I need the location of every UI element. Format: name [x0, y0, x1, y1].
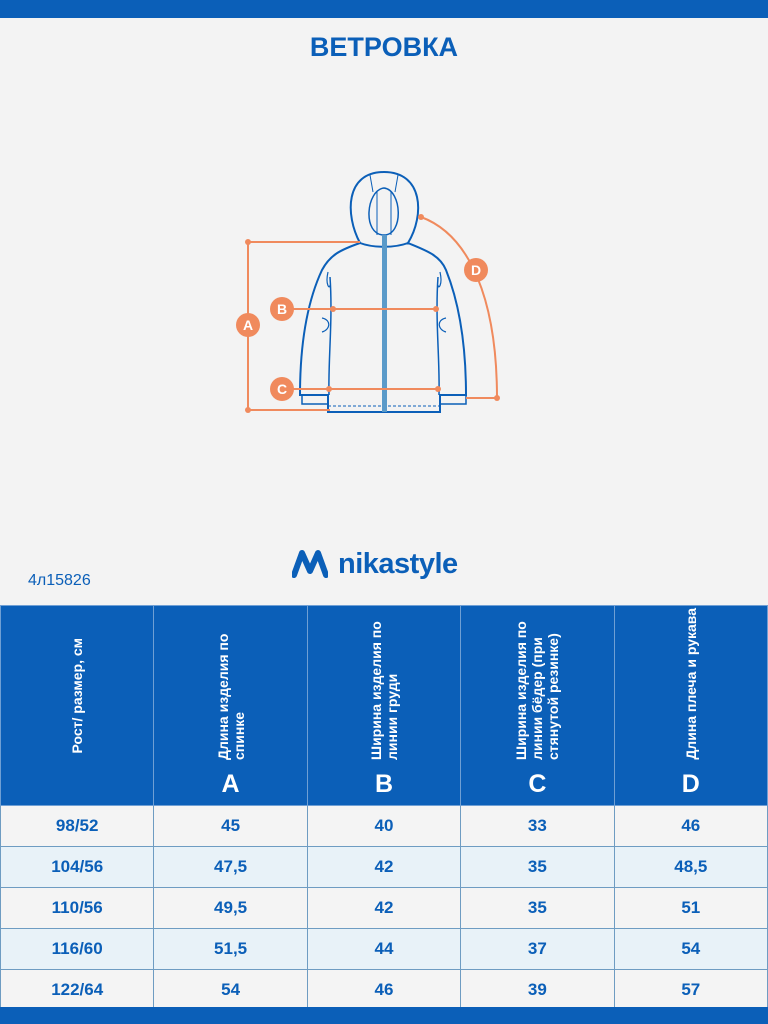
label-c: C: [277, 381, 287, 397]
table-cell: 51,5: [153, 928, 308, 970]
table-cell: 51: [613, 887, 768, 929]
table-cell: 57: [613, 969, 768, 1011]
zipper: [382, 235, 387, 412]
table-cell: 54: [153, 969, 308, 1011]
table-cell: 39: [460, 969, 615, 1011]
jacket-diagram: A B C D: [236, 170, 500, 413]
brand-logo: nikastyle: [292, 548, 458, 581]
table-cell: 37: [460, 928, 615, 970]
brand-name: nikastyle: [338, 548, 458, 580]
table-cell: 49,5: [153, 887, 308, 929]
header-a: Длина изделия по спинке A: [153, 605, 308, 806]
table-row: 104/56 47,5 42 35 48,5: [0, 846, 768, 888]
table-cell: 35: [460, 887, 615, 929]
table-row: 116/60 51,5 44 37 54: [0, 928, 768, 970]
table-cell: 48,5: [613, 846, 768, 888]
marker-d: [464, 258, 488, 282]
nikastyle-logo-icon: [292, 549, 328, 578]
table-header-row: Рост/ размер, см Длина изделия по спинке…: [0, 605, 768, 806]
table-cell: 116/60: [0, 928, 155, 970]
size-table: Рост/ размер, см Длина изделия по спинке…: [0, 605, 768, 1011]
label-a: A: [243, 317, 253, 333]
table-cell: 98/52: [0, 805, 155, 847]
header-d: Длина плеча и рукава D: [613, 605, 768, 806]
table-row: 98/52 45 40 33 46: [0, 805, 768, 847]
header-c: Ширина изделия по линии бёдер (при стяну…: [460, 605, 615, 806]
table-cell: 110/56: [0, 887, 155, 929]
table-cell: 54: [613, 928, 768, 970]
table-cell: 46: [306, 969, 462, 1011]
bottom-bar: [0, 1007, 768, 1024]
label-d: D: [471, 262, 481, 278]
marker-b: [270, 297, 294, 321]
label-b: B: [277, 301, 287, 317]
table-cell: 122/64: [0, 969, 155, 1011]
marker-a: [236, 313, 260, 337]
table-row: 110/56 49,5 42 35 51: [0, 887, 768, 929]
table-cell: 33: [460, 805, 615, 847]
table-row: 122/64 54 46 39 57: [0, 969, 768, 1011]
article-number: 4л15826: [28, 572, 91, 589]
top-bar: [0, 0, 768, 18]
page-title: ВЕТРОВКА: [309, 32, 459, 62]
table-cell: 35: [460, 846, 615, 888]
header-size: Рост/ размер, см: [0, 605, 155, 806]
table-cell: 42: [306, 846, 462, 888]
table-cell: 44: [306, 928, 462, 970]
header-b: Ширина изделия по линии груди B: [306, 605, 462, 806]
table-cell: 40: [306, 805, 462, 847]
table-cell: 45: [153, 805, 308, 847]
table-cell: 42: [306, 887, 462, 929]
marker-c: [270, 377, 294, 401]
table-cell: 46: [613, 805, 768, 847]
table-cell: 47,5: [153, 846, 308, 888]
table-cell: 104/56: [0, 846, 155, 888]
